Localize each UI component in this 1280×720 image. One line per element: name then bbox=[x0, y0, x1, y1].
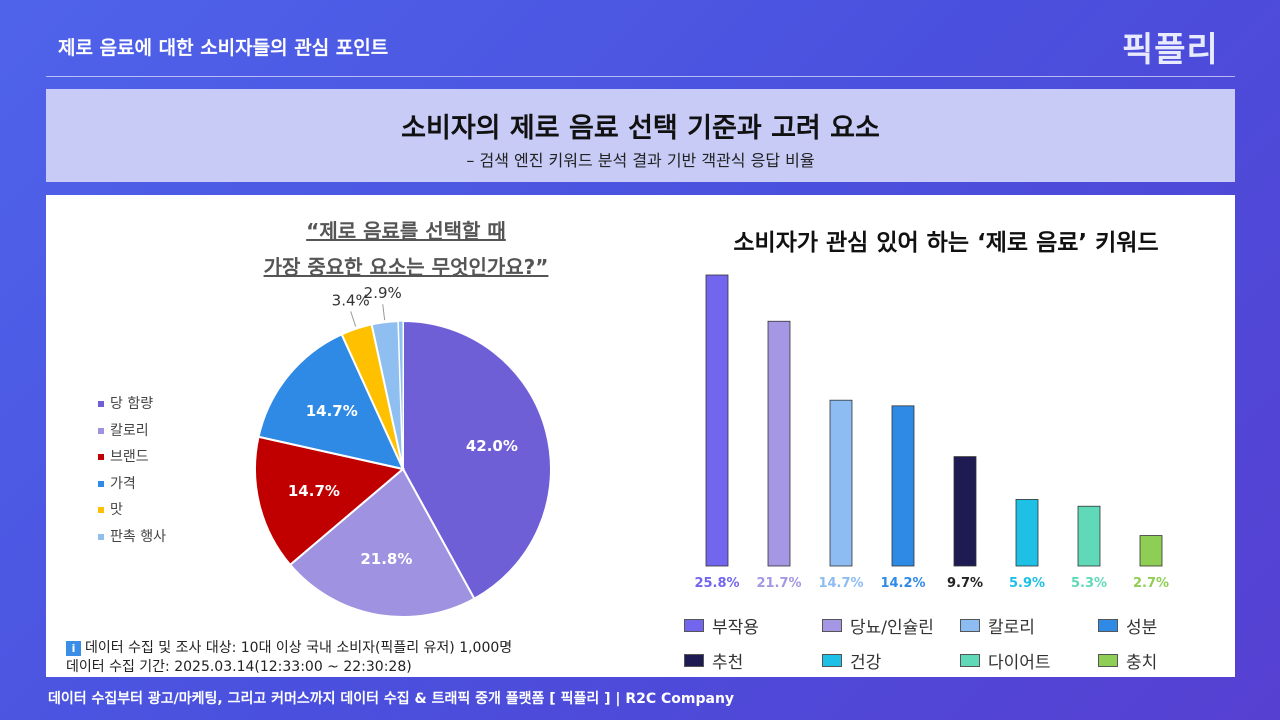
bar-data-label: 14.2% bbox=[880, 576, 925, 591]
bar-legend-item: 칼로리 bbox=[960, 613, 1098, 638]
pie-data-label: 14.7% bbox=[306, 402, 358, 420]
bar bbox=[1139, 535, 1163, 567]
pie-legend-item: 브랜드 bbox=[98, 444, 166, 471]
pie-title: “제로 음료를 선택할 때 가장 중요한 요소는 무엇인가요?” bbox=[226, 213, 586, 285]
pie-legend-item: 당 함량 bbox=[98, 391, 166, 418]
bar-data-label: 25.8% bbox=[694, 576, 739, 591]
bar-legend-item: 성분 bbox=[1098, 613, 1198, 638]
data-note: i 데이터 수집 및 조사 대상: 10대 이상 국내 소비자(픽플리 유저) 1… bbox=[66, 639, 512, 677]
legend-swatch bbox=[822, 654, 842, 667]
pie-data-label: 14.7% bbox=[288, 482, 340, 500]
legend-swatch bbox=[1098, 654, 1118, 667]
legend-label: 다이어트 bbox=[988, 653, 1051, 673]
legend-label: 가격 bbox=[110, 475, 136, 492]
bar-legend-item: 부작용 bbox=[684, 613, 822, 638]
legend-label: 부작용 bbox=[712, 618, 759, 638]
pie-legend-item: 맛 bbox=[98, 497, 166, 524]
legend-swatch bbox=[1098, 619, 1118, 632]
bar bbox=[1015, 499, 1039, 567]
legend-label: 당 함량 bbox=[110, 396, 154, 412]
page-title: 소비자의 제로 음료 선택 기준과 고려 요소 bbox=[401, 113, 880, 144]
bar-legend-item: 당뇨/인슐린 bbox=[822, 613, 960, 638]
note-period: 데이터 수집 기간: 2025.03.14(12:33:00 ~ 22:30:2… bbox=[66, 659, 412, 675]
legend-swatch bbox=[822, 619, 842, 632]
divider bbox=[46, 76, 1235, 77]
pie-slice bbox=[257, 332, 405, 471]
pie-legend-item: 가격 bbox=[98, 471, 166, 498]
charts-canvas: 42.0% 21.8% 14.7% 14.7% 3.4%2.9% 25.8% 21.7% 14… bbox=[254, 274, 1169, 618]
legend-label: 칼로리 bbox=[988, 618, 1035, 638]
legend-label: 추천 bbox=[712, 653, 744, 673]
content-panel: 42.0% 21.8% 14.7% 14.7% 3.4% 2.9% 25.8% 21.7% 14… bbox=[46, 195, 1235, 677]
bar-title: 소비자가 관심 있어 하는 ‘제로 음료’ 키워드 bbox=[733, 230, 1159, 256]
bar bbox=[891, 405, 915, 567]
pie-data-label: 2.9% bbox=[364, 284, 402, 302]
pie-title-line: “제로 음료를 선택할 때 bbox=[306, 219, 506, 243]
legend-swatch bbox=[98, 507, 104, 514]
bar-legend-item: 건강 bbox=[822, 648, 960, 673]
legend-swatch bbox=[98, 533, 104, 540]
leader-line bbox=[350, 311, 357, 327]
legend-swatch bbox=[684, 654, 704, 667]
pie-slice bbox=[397, 320, 404, 470]
pie-data-label: 3.4% bbox=[332, 291, 370, 309]
legend-swatch bbox=[960, 619, 980, 632]
note-target: 데이터 수집 및 조사 대상: 10대 이상 국내 소비자(픽플리 유저) 1,… bbox=[85, 640, 513, 656]
pie-slice bbox=[288, 467, 476, 618]
bar-legend-item: 충치 bbox=[1098, 648, 1198, 673]
bar-data-label: 9.7% bbox=[947, 576, 983, 591]
legend-swatch bbox=[960, 654, 980, 667]
pie-slice bbox=[402, 319, 552, 601]
legend-label: 건강 bbox=[850, 653, 882, 673]
brand-logo: 픽플리 bbox=[1122, 30, 1219, 70]
legend-swatch bbox=[98, 401, 104, 408]
bar bbox=[767, 320, 791, 567]
bar bbox=[1077, 505, 1101, 567]
legend-label: 판촉 행사 bbox=[110, 528, 166, 545]
header-title: 제로 음료에 대한 소비자들의 관심 포인트 bbox=[58, 37, 389, 59]
legend-label: 당뇨/인슐린 bbox=[850, 618, 934, 638]
pie-legend-item: 칼로리 bbox=[98, 418, 166, 445]
bar bbox=[829, 399, 853, 567]
bar-data-label: 2.7% bbox=[1133, 576, 1169, 591]
pie-data-label: 21.8% bbox=[360, 550, 412, 568]
legend-label: 맛 bbox=[110, 502, 123, 518]
legend-label: 성분 bbox=[1126, 618, 1158, 638]
pie-legend-item: 판촉 행사 bbox=[98, 524, 166, 551]
bar-legend-item: 추천 bbox=[684, 648, 822, 673]
bar bbox=[705, 274, 729, 567]
bar-data-label: 21.7% bbox=[756, 576, 801, 591]
title-banner: 소비자의 제로 음료 선택 기준과 고려 요소 – 검색 엔진 키워드 분석 결… bbox=[46, 89, 1235, 182]
pie-data-label: 42.0% bbox=[466, 437, 518, 455]
footer-text: 데이터 수집부터 광고/마케팅, 그리고 커머스까지 데이터 수집 & 트래픽 … bbox=[48, 691, 735, 707]
legend-label: 충치 bbox=[1126, 653, 1158, 673]
bar-data-label: 5.3% bbox=[1071, 576, 1107, 591]
pie-title-line: 가장 중요한 요소는 무엇인가요?” bbox=[263, 255, 549, 279]
legend-swatch bbox=[98, 427, 104, 434]
bar-legend-item: 다이어트 bbox=[960, 648, 1098, 673]
bar-data-label: 5.9% bbox=[1009, 576, 1045, 591]
legend-swatch bbox=[684, 619, 704, 632]
leader-line bbox=[382, 304, 386, 321]
bar bbox=[953, 456, 977, 567]
info-icon: i bbox=[66, 641, 81, 656]
legend-label: 브랜드 bbox=[110, 449, 149, 465]
legend-label: 칼로리 bbox=[110, 422, 149, 439]
page-subtitle: – 검색 엔진 키워드 분석 결과 기반 객관식 응답 비율 bbox=[466, 151, 815, 170]
legend-swatch bbox=[98, 480, 104, 487]
legend-swatch bbox=[98, 454, 104, 461]
pie-slice bbox=[254, 435, 406, 567]
bar-data-label: 14.7% bbox=[818, 576, 863, 591]
